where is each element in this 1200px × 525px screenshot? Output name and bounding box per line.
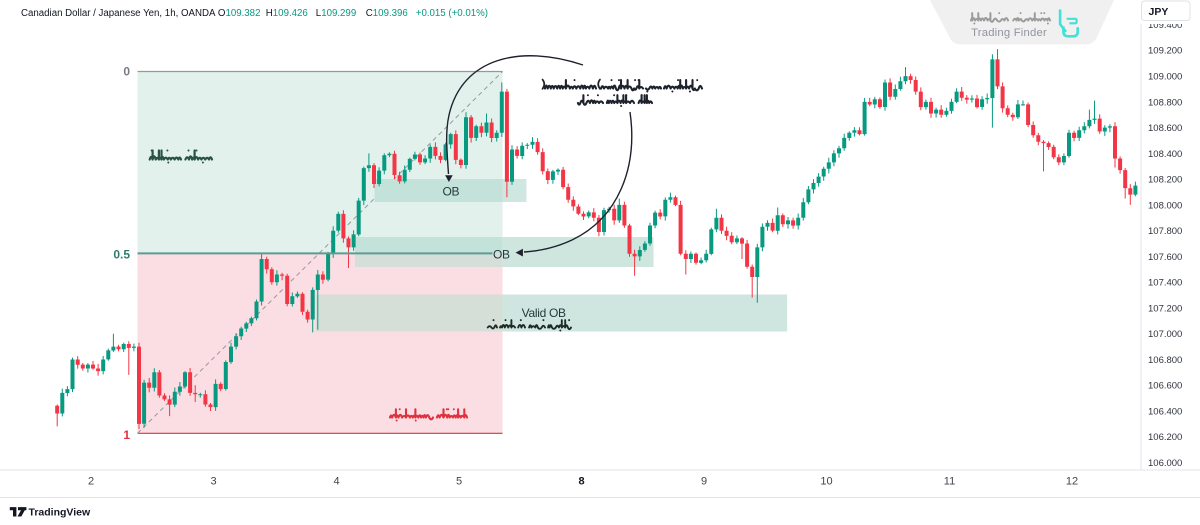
svg-text:108.000: 108.000 (1148, 200, 1182, 211)
svg-text:+0.015 (+0.01%): +0.015 (+0.01%) (416, 8, 488, 19)
svg-text:106.400: 106.400 (1148, 406, 1182, 417)
svg-text:107.000: 107.000 (1148, 329, 1182, 340)
svg-text:C109.396: C109.396 (366, 8, 408, 19)
svg-text:1: 1 (123, 428, 130, 442)
svg-text:10: 10 (820, 476, 832, 488)
svg-text:108.800: 108.800 (1148, 97, 1182, 108)
svg-text:106.800: 106.800 (1148, 355, 1182, 366)
svg-text:107.800: 107.800 (1148, 226, 1182, 237)
svg-text:Trading Finder: Trading Finder (971, 27, 1047, 39)
svg-text:5: 5 (456, 476, 462, 488)
svg-text:L109.299: L109.299 (316, 8, 356, 19)
svg-text:H109.426: H109.426 (266, 8, 308, 19)
svg-text:Valid OB: Valid OB (522, 306, 566, 320)
svg-text:3: 3 (210, 476, 216, 488)
svg-text:109.000: 109.000 (1148, 72, 1182, 83)
svg-text:107.400: 107.400 (1148, 278, 1182, 289)
svg-text:TradingView: TradingView (29, 507, 91, 519)
svg-text:OB: OB (443, 184, 460, 198)
svg-text:108.200: 108.200 (1148, 175, 1182, 186)
svg-text:106.200: 106.200 (1148, 432, 1182, 443)
svg-text:108.600: 108.600 (1148, 123, 1182, 134)
svg-text:108.400: 108.400 (1148, 149, 1182, 160)
svg-text:Canadian Dollar / Japanese Yen: Canadian Dollar / Japanese Yen, 1h, OAND… (21, 8, 216, 19)
svg-text:11: 11 (944, 476, 955, 488)
svg-text:12: 12 (1066, 476, 1078, 488)
svg-text:0.5: 0.5 (113, 247, 130, 261)
svg-text:9: 9 (701, 476, 707, 488)
svg-text:2: 2 (88, 476, 94, 488)
svg-text:107.200: 107.200 (1148, 303, 1182, 314)
svg-text:109.400: 109.400 (1148, 20, 1182, 31)
svg-text:0: 0 (123, 65, 130, 79)
svg-text:O109.382: O109.382 (218, 8, 261, 19)
svg-text:JPY: JPY (1149, 6, 1169, 18)
svg-text:107.600: 107.600 (1148, 252, 1182, 263)
svg-text:106.000: 106.000 (1148, 458, 1182, 469)
svg-text:8: 8 (578, 476, 584, 488)
svg-text:OB: OB (493, 247, 510, 261)
svg-text:106.600: 106.600 (1148, 381, 1182, 392)
svg-text:4: 4 (333, 476, 339, 488)
svg-text:109.200: 109.200 (1148, 46, 1182, 57)
